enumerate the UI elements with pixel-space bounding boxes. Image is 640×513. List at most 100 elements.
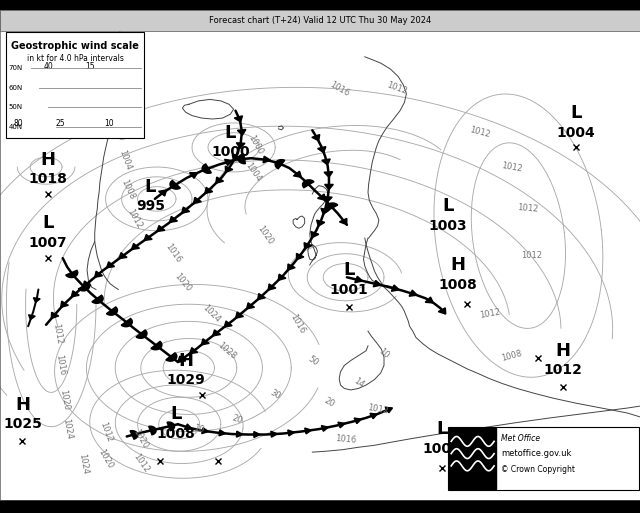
Text: 1016: 1016 bbox=[54, 354, 67, 377]
Text: 10: 10 bbox=[192, 423, 205, 435]
Polygon shape bbox=[236, 431, 243, 437]
Text: 25: 25 bbox=[56, 119, 66, 128]
Text: 1024: 1024 bbox=[200, 303, 222, 325]
Text: L: L bbox=[145, 177, 156, 195]
Text: L: L bbox=[42, 214, 54, 232]
Polygon shape bbox=[288, 430, 294, 436]
Polygon shape bbox=[438, 308, 445, 314]
Text: 20: 20 bbox=[323, 396, 337, 409]
Polygon shape bbox=[33, 298, 40, 302]
Text: 1004: 1004 bbox=[117, 148, 132, 171]
Polygon shape bbox=[317, 194, 325, 200]
Text: 1007: 1007 bbox=[29, 236, 67, 250]
Polygon shape bbox=[326, 203, 338, 211]
Polygon shape bbox=[130, 430, 138, 439]
Polygon shape bbox=[312, 134, 320, 141]
Text: 15: 15 bbox=[84, 62, 95, 71]
Polygon shape bbox=[373, 281, 381, 287]
Polygon shape bbox=[303, 180, 314, 188]
Text: 10: 10 bbox=[377, 346, 391, 360]
Text: 1012: 1012 bbox=[501, 161, 523, 173]
Polygon shape bbox=[182, 207, 189, 213]
Polygon shape bbox=[322, 159, 330, 165]
Polygon shape bbox=[321, 425, 328, 431]
Text: 1016: 1016 bbox=[163, 242, 182, 264]
Polygon shape bbox=[317, 220, 324, 226]
Text: © Crown Copyright: © Crown Copyright bbox=[501, 465, 575, 475]
Polygon shape bbox=[275, 160, 285, 169]
Polygon shape bbox=[304, 243, 312, 249]
Polygon shape bbox=[263, 156, 271, 163]
Polygon shape bbox=[268, 284, 276, 290]
Polygon shape bbox=[278, 274, 286, 280]
Polygon shape bbox=[237, 129, 246, 135]
Polygon shape bbox=[51, 312, 59, 319]
Text: in kt for 4.0 hPa intervals: in kt for 4.0 hPa intervals bbox=[27, 54, 124, 63]
Text: 80: 80 bbox=[13, 119, 23, 128]
Polygon shape bbox=[136, 330, 147, 339]
Polygon shape bbox=[238, 154, 245, 164]
Polygon shape bbox=[370, 413, 377, 419]
Polygon shape bbox=[224, 321, 232, 327]
Polygon shape bbox=[157, 226, 165, 231]
Polygon shape bbox=[92, 295, 103, 303]
Polygon shape bbox=[193, 198, 202, 204]
Text: L: L bbox=[442, 197, 454, 215]
Text: 1018: 1018 bbox=[29, 172, 67, 186]
Text: 1029: 1029 bbox=[166, 373, 205, 387]
Text: 1008: 1008 bbox=[120, 177, 136, 201]
Text: L: L bbox=[225, 124, 236, 142]
Polygon shape bbox=[167, 422, 175, 430]
Polygon shape bbox=[385, 407, 392, 413]
Polygon shape bbox=[202, 428, 209, 433]
Polygon shape bbox=[61, 301, 68, 307]
Polygon shape bbox=[339, 219, 347, 225]
Text: 14: 14 bbox=[351, 376, 365, 389]
Polygon shape bbox=[184, 424, 191, 429]
Polygon shape bbox=[159, 190, 166, 196]
Text: 40: 40 bbox=[43, 62, 53, 71]
Text: 10: 10 bbox=[104, 119, 114, 128]
Polygon shape bbox=[219, 430, 225, 436]
Text: 1012: 1012 bbox=[544, 363, 582, 378]
Polygon shape bbox=[148, 426, 156, 435]
Text: 60N: 60N bbox=[8, 85, 22, 91]
Text: 70N: 70N bbox=[8, 65, 22, 71]
Polygon shape bbox=[305, 428, 312, 434]
Polygon shape bbox=[355, 277, 363, 283]
Polygon shape bbox=[144, 234, 152, 241]
Polygon shape bbox=[121, 319, 132, 327]
Polygon shape bbox=[202, 164, 211, 173]
Text: 1020: 1020 bbox=[172, 271, 193, 293]
Text: 1024: 1024 bbox=[77, 452, 90, 475]
Text: 1000: 1000 bbox=[247, 134, 265, 156]
Polygon shape bbox=[66, 270, 77, 278]
Text: 1012: 1012 bbox=[51, 323, 64, 345]
Text: L: L bbox=[570, 104, 582, 122]
Polygon shape bbox=[189, 348, 198, 353]
Polygon shape bbox=[324, 196, 332, 202]
Polygon shape bbox=[324, 185, 333, 190]
Polygon shape bbox=[232, 154, 240, 161]
Polygon shape bbox=[131, 244, 140, 249]
Text: 30: 30 bbox=[268, 388, 282, 401]
Text: 1000: 1000 bbox=[111, 119, 125, 142]
Polygon shape bbox=[29, 315, 35, 320]
Text: 1012: 1012 bbox=[521, 251, 541, 260]
Polygon shape bbox=[234, 116, 243, 122]
Polygon shape bbox=[391, 285, 399, 291]
Text: H: H bbox=[450, 256, 465, 274]
Text: 1012: 1012 bbox=[479, 308, 500, 320]
Polygon shape bbox=[72, 291, 79, 297]
Text: 40N: 40N bbox=[8, 124, 22, 130]
Text: 1008: 1008 bbox=[157, 427, 195, 441]
Text: 1012: 1012 bbox=[517, 203, 539, 214]
Text: 1000: 1000 bbox=[211, 145, 250, 160]
Text: 1008: 1008 bbox=[438, 278, 477, 291]
Polygon shape bbox=[258, 293, 266, 300]
Text: 1012: 1012 bbox=[125, 207, 143, 230]
Text: L: L bbox=[170, 405, 182, 423]
Text: 1012: 1012 bbox=[98, 420, 113, 443]
Text: 1028: 1028 bbox=[216, 341, 238, 361]
Text: 1020: 1020 bbox=[58, 389, 70, 411]
